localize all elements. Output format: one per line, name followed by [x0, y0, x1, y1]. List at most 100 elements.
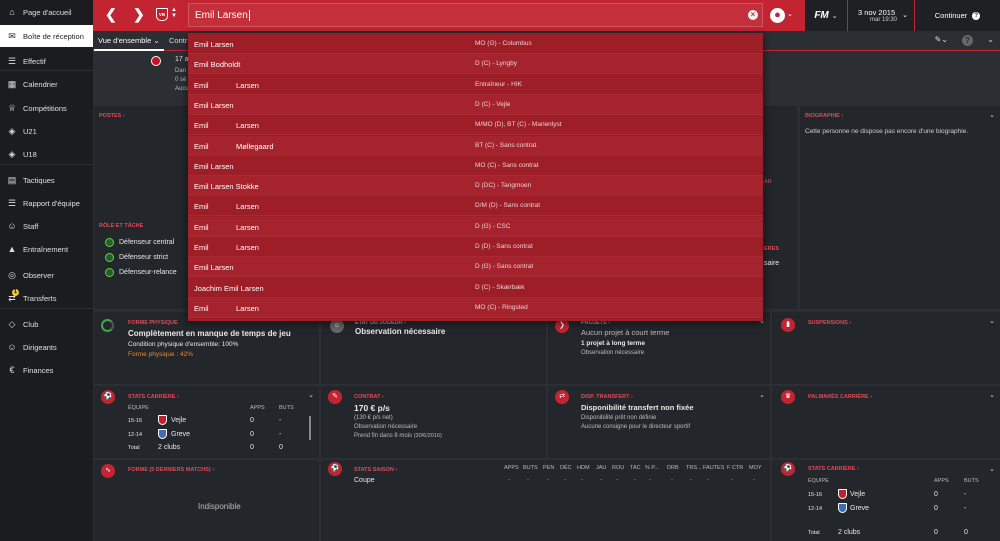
sidebar-item[interactable]: ◈ U21: [0, 120, 93, 142]
career-stats-panel-2: ⚽ STATS CARRIÈRE › ⌄ ÉQUIPE APPS BUTS 15…: [772, 460, 1000, 541]
col-header: ÉQUIPE: [128, 405, 149, 411]
season-stat-value: -: [671, 477, 673, 483]
career-stats-header[interactable]: STATS CARRIÈRE ›: [128, 394, 179, 400]
help-icon: ?: [972, 11, 981, 20]
tab-contract[interactable]: Contr: [169, 36, 188, 45]
season-col-header[interactable]: MOY: [749, 465, 762, 471]
season-col-header[interactable]: F CTR: [727, 465, 744, 471]
clear-search-icon[interactable]: ×: [748, 10, 758, 20]
role-item[interactable]: Défenseur-relance: [119, 269, 177, 276]
season-col-header[interactable]: DÉC: [560, 465, 572, 471]
panel-chevron-icon[interactable]: ⌄: [989, 466, 995, 473]
suspensions-header[interactable]: SUSPENSIONS ›: [808, 320, 852, 326]
sidebar-item[interactable]: ◇ Club: [0, 313, 93, 335]
panel-chevron-icon[interactable]: ⌄: [989, 318, 995, 325]
biography-header[interactable]: BIOGRAPHIE ›: [805, 113, 844, 119]
panel-chevron-icon[interactable]: ⌄: [308, 392, 314, 399]
season-col-header[interactable]: PEN: [543, 465, 555, 471]
transfer-header[interactable]: DISP. TRANSFERT ›: [581, 394, 633, 400]
sidebar-item[interactable]: ✉ Boîte de réception: [0, 25, 93, 47]
season-col-header[interactable]: DRB: [667, 465, 679, 471]
sidebar-item-label: Tactiques: [23, 175, 55, 185]
search-result-row[interactable]: Emil Larsen M/MO (D), BT (C) - Marienlyst: [188, 115, 763, 136]
club-crest-icon[interactable]: VB: [156, 8, 168, 21]
search-result-row[interactable]: Emil Larsen MO (C) - Sans contrat: [188, 156, 763, 176]
crest-switch-icon[interactable]: ▲ ▼: [171, 7, 177, 19]
sidebar-item[interactable]: ☺ Dirigeants: [0, 336, 93, 358]
continue-button[interactable]: Continuer ?: [915, 0, 1000, 31]
sidebar-item[interactable]: ♕ Compétitions: [0, 97, 93, 119]
search-result-row[interactable]: Emil Larsen D/M (D) - Sans contrat: [188, 196, 763, 217]
search-result-row[interactable]: Emil Møllegaard BT (C) - Sans contrat: [188, 135, 763, 156]
globe-icon[interactable]: ●: [770, 8, 785, 23]
season-col-header[interactable]: ROU: [612, 465, 625, 471]
panel-chevron-icon[interactable]: ⌄: [759, 392, 765, 399]
season-stats-header[interactable]: STATS SAISON ›: [354, 467, 398, 473]
sidebar-item[interactable]: ▦ Calendrier: [0, 73, 93, 95]
result-name: Emil: [194, 303, 209, 313]
search-result-row[interactable]: Emil Larsen D (G) - CSC: [188, 216, 763, 237]
sidebar-item[interactable]: ⇄ Transferts 1: [0, 287, 93, 309]
globe-chevron-icon[interactable]: ⌄: [787, 11, 793, 18]
sidebar-item[interactable]: ☰ Effectif: [0, 50, 93, 72]
fm-menu-button[interactable]: FM ⌄: [805, 0, 847, 31]
team-link[interactable]: Vejle: [850, 491, 866, 498]
panel-chevron-icon[interactable]: ⌄: [989, 392, 995, 399]
sidebar-item[interactable]: ▲ Entraînement: [0, 238, 93, 260]
sidebar-item[interactable]: ☺ Staff: [0, 215, 93, 237]
result-position-club: D (G) - CSC: [475, 222, 511, 230]
sidebar-item[interactable]: ▤ Tactiques: [0, 169, 93, 191]
search-result-row[interactable]: Emil Bodholdt D (C) - Lyngby: [188, 54, 763, 75]
role-item[interactable]: Défenseur central: [119, 239, 175, 246]
team-link[interactable]: Vejle: [171, 417, 187, 424]
search-result-row[interactable]: Emil Larsen Entraîneur - HIK: [188, 75, 763, 95]
season-col-header[interactable]: TAC: [630, 465, 641, 471]
search-result-row[interactable]: Emil Larsen Stokke D (DC) - Tangmoen: [188, 176, 763, 197]
contract-header[interactable]: CONTRAT ›: [354, 394, 384, 400]
back-arrow-icon[interactable]: ❮: [105, 6, 117, 22]
career-stats-header-2[interactable]: STATS CARRIÈRE ›: [808, 466, 859, 472]
season-col-header[interactable]: TRS...: [686, 465, 702, 471]
plans-main: Aucun projet à court terme: [581, 328, 670, 337]
search-input[interactable]: Emil Larsen ×: [188, 3, 763, 27]
sidebar-item[interactable]: ☰ Rapport d'équipe: [0, 192, 93, 214]
club-icon: ◇: [8, 318, 16, 329]
plans-header[interactable]: PROJETS ›: [581, 320, 611, 326]
help-circle-icon[interactable]: ?: [962, 35, 973, 46]
edit-icon[interactable]: ✎⌄: [934, 35, 948, 44]
search-result-row[interactable]: Emil Larsen MO (G) - Columbus: [188, 34, 763, 54]
search-result-row[interactable]: Joachim Emil Larsen D (C) - Skærbæk: [188, 278, 763, 298]
biography-panel: BIOGRAPHIE › ⌄ Cette personne ne dispose…: [800, 106, 1000, 309]
search-result-row[interactable]: Emil Larsen MO (C) - Ringsted: [188, 297, 763, 318]
season-col-header[interactable]: % P...: [645, 465, 659, 471]
status-header[interactable]: ÉTAT DU JOUEUR ›: [355, 320, 406, 326]
tab-chevron-icon[interactable]: ⌄: [987, 35, 994, 44]
postes-header[interactable]: POSTES ›: [99, 113, 125, 119]
search-result-row[interactable]: Emil Larsen D (G) - Sans contrat: [188, 257, 763, 278]
tab-overview[interactable]: Vue d'ensemble ⌄: [94, 31, 164, 51]
partial-text: AR: [764, 179, 772, 185]
panel-chevron-icon[interactable]: ⌄: [759, 318, 765, 325]
season-col-header[interactable]: HDM: [577, 465, 590, 471]
total-apps: 0: [250, 444, 254, 451]
sidebar-item[interactable]: ◈ U18: [0, 143, 93, 165]
search-result-row[interactable]: Emil Larsen D (D) - Sans contrat: [188, 237, 763, 257]
panel-chevron-icon[interactable]: ⌄: [989, 112, 995, 119]
team-link[interactable]: Greve: [850, 505, 870, 512]
forward-arrow-icon[interactable]: ❯: [133, 6, 145, 22]
search-result-row[interactable]: Emil Larsen D (C) - Vejle: [188, 94, 763, 115]
season-col-header[interactable]: BUTS: [523, 465, 538, 471]
date-button[interactable]: 3 nov 2015 mar 19:30 ⌄: [848, 0, 914, 31]
form-header[interactable]: FORME (5 DERNIERS MATCHS) ›: [128, 467, 215, 473]
team-link[interactable]: Greve: [171, 431, 191, 438]
sidebar-item[interactable]: € Finances: [0, 359, 93, 381]
season-col-header[interactable]: APPS: [504, 465, 519, 471]
season-col-header[interactable]: FAUTES: [703, 465, 725, 471]
role-item[interactable]: Défenseur strict: [119, 254, 169, 261]
season-col-header[interactable]: JAU: [596, 465, 607, 471]
ball-icon: ⚽: [781, 462, 795, 476]
sidebar-item[interactable]: ◎ Observer: [0, 264, 93, 286]
sidebar-item[interactable]: ⌂ Page d'accueil: [0, 1, 93, 23]
honours-header[interactable]: PALMARÈS CARRIÈRE ›: [808, 394, 873, 400]
scrollbar[interactable]: [309, 416, 311, 440]
